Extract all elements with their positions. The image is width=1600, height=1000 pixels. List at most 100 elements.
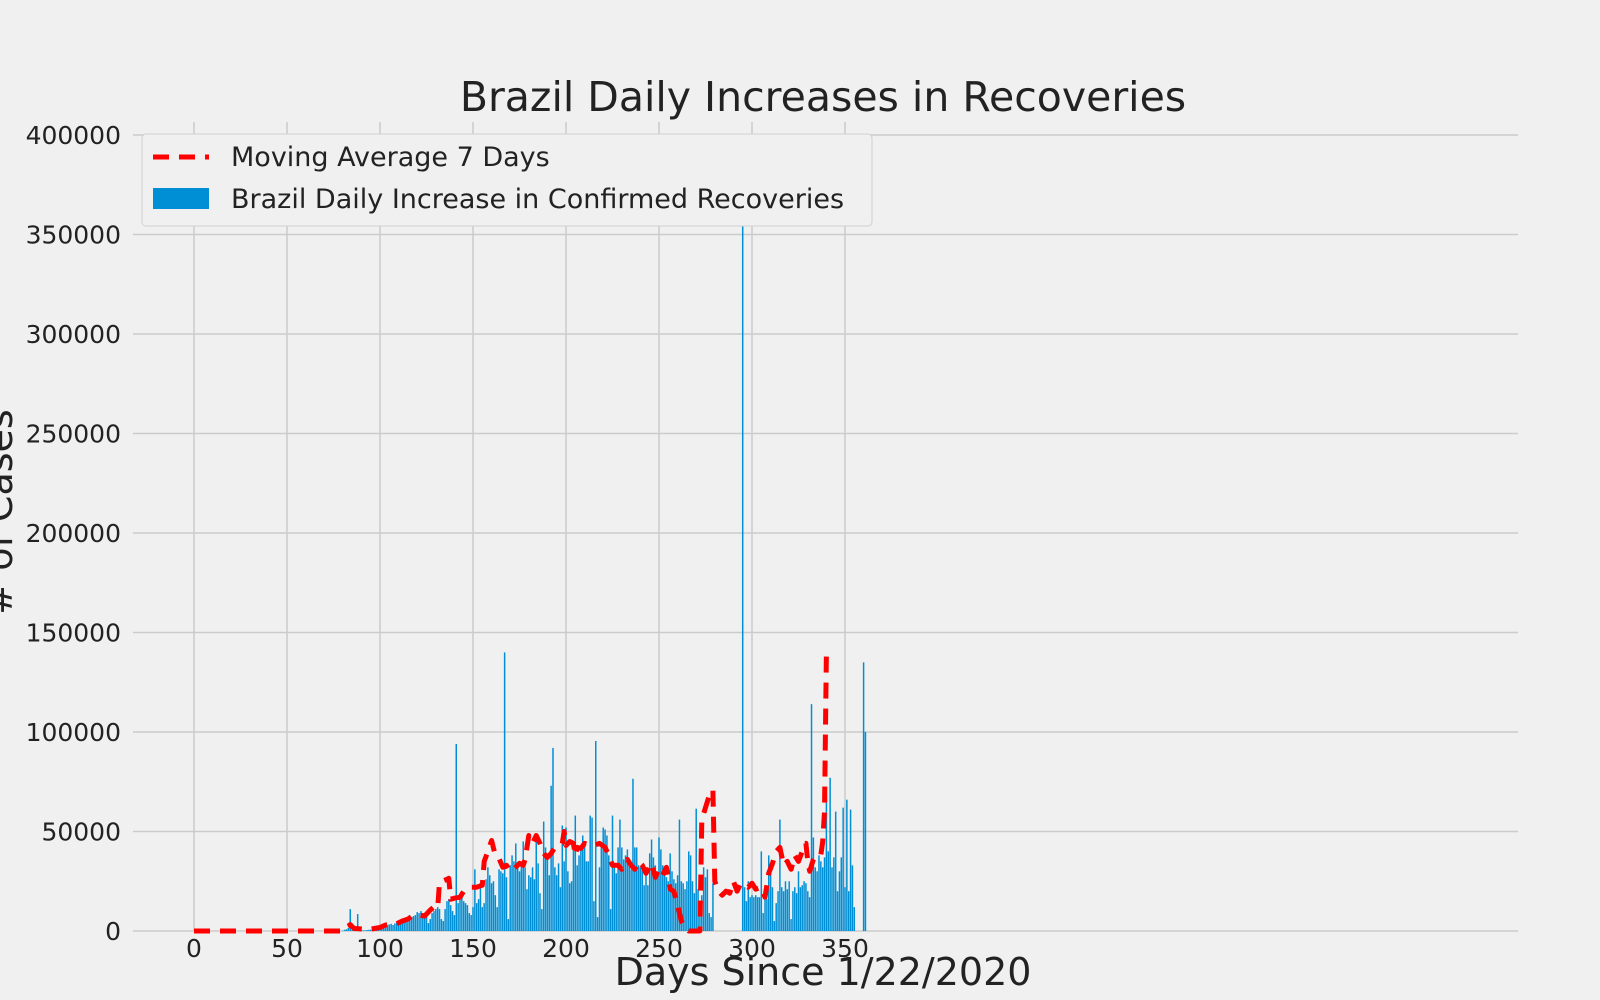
recovery-bar [656,871,658,931]
recovery-bar [846,799,848,931]
recovery-bar [438,909,441,931]
recovery-bar [384,925,387,931]
recovery-bar [754,895,757,931]
recovery-bar [451,911,454,931]
recovery-bar [487,867,489,931]
recovery-bar [401,921,404,931]
legend: Moving Average 7 Days Brazil Daily Incre… [141,133,873,227]
recovery-bar [386,925,389,931]
recovery-bar [663,869,666,931]
recovery-bar [849,809,852,931]
recovery-bar [520,861,523,931]
recovery-bar [546,855,549,931]
recovery-bar [390,923,392,931]
recovery-bar [405,920,407,931]
recovery-bar [864,732,867,931]
recovery-bar [604,829,606,931]
recovery-bar [440,919,443,931]
recovery-bar [516,865,519,931]
recovery-bar [671,871,673,931]
recovery-bar [695,808,697,931]
recovery-bar [799,887,802,931]
recovery-bar [847,891,850,931]
recovery-bar [669,853,671,931]
recovery-bar [368,929,370,931]
x-tick-label: 200 [542,934,590,963]
recovery-bar [555,875,558,931]
recovery-bar [364,930,366,931]
recovery-bar [743,887,746,931]
recovery-bar [840,857,843,931]
recovery-bar [420,911,422,931]
recovery-bar [779,819,781,931]
recovery-bar [684,889,686,931]
x-tick-label: 100 [356,934,404,963]
recovery-bar [637,865,640,931]
recovery-bar [814,867,816,931]
recovery-bar [609,909,612,931]
recovery-bar [444,909,446,931]
recovery-bar [665,877,668,931]
recovery-bar [418,913,420,931]
recovery-bar [827,851,830,931]
recovery-bar [792,891,794,931]
chart-title: Brazil Daily Increases in Recoveries [460,73,1186,121]
recovery-bar [600,847,603,931]
recovery-bar [498,869,500,931]
recovery-bar [812,837,815,931]
recovery-bar [635,847,638,931]
recovery-bar [710,917,712,931]
y-tick-label: 250000 [26,420,121,449]
recovery-bar [786,889,789,931]
recovery-bar [366,930,368,931]
recovery-bar [647,885,649,931]
recovery-bar [676,875,679,931]
recovery-bar [608,855,610,931]
recovery-bar [678,819,681,931]
recovery-bar [479,883,482,931]
recovery-bar [513,861,515,931]
moving-average-line [194,652,829,934]
recovery-bar [682,883,684,931]
recovery-bar [407,919,409,931]
recovery-bar [429,919,431,931]
recovery-bar [347,928,350,931]
recovery-bar [582,835,584,931]
recovery-bar [559,887,562,931]
recovery-bar [416,912,418,931]
recovery-bar [602,827,604,931]
recovery-bar [853,907,856,931]
recovery-bar [838,871,841,931]
recovery-bar [423,914,426,931]
recovery-bar [468,913,471,931]
y-tick-label: 350000 [26,221,121,250]
recovery-bar [661,865,664,931]
recovery-bar [775,903,777,931]
axis-ticks: 0 50 100 150 200 250 300 350 0 50000 100000 150000 2… [26,121,869,963]
recovery-bar [823,857,826,931]
recovery-bar [537,863,539,931]
recovery-bar [431,913,433,931]
recovery-bar [611,815,614,931]
recovery-bar [565,827,567,931]
recovery-bar [477,899,480,931]
recovery-bar [771,887,774,931]
recovery-bar [457,903,459,931]
recovery-bar [448,899,450,931]
y-tick-label: 100000 [26,718,121,747]
recovery-bar [652,857,655,931]
recovery-bar [345,929,348,931]
x-tick-label: 0 [186,934,202,963]
recovery-bar [617,847,619,931]
recovery-bar [632,778,634,931]
recovery-bar [781,887,783,931]
recovery-bar [831,867,833,931]
recovery-bar [505,877,508,931]
recovery-bar [580,849,582,931]
recovery-bar [650,839,653,931]
recovery-bar [595,740,597,931]
recovery-bar [570,881,573,931]
recovery-bar [433,911,435,931]
